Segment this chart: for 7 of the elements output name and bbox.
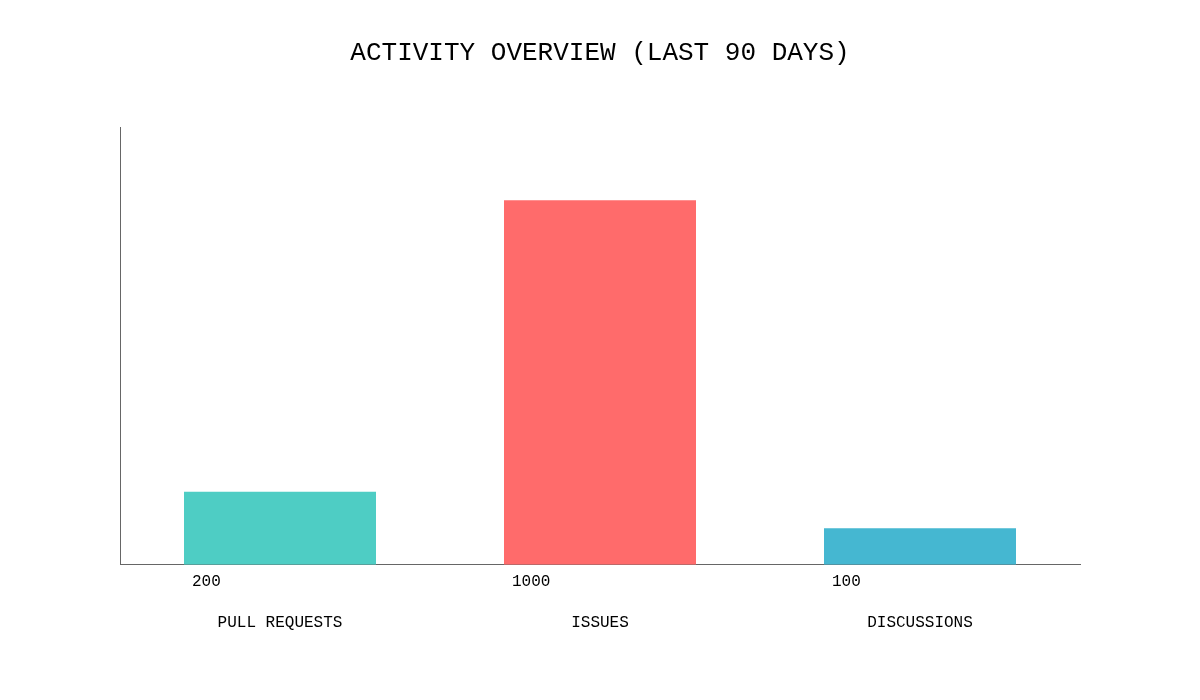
x-tick-label: ISSUES: [571, 613, 629, 632]
x-tick-label: DISCUSSIONS: [867, 613, 973, 632]
chart-title: ACTIVITY OVERVIEW (LAST 90 DAYS): [350, 38, 850, 69]
data-label: 200: [192, 573, 221, 592]
x-tick-label: PULL REQUESTS: [217, 613, 343, 632]
data-label: 1000: [512, 573, 551, 592]
data-label: 100: [832, 573, 861, 592]
